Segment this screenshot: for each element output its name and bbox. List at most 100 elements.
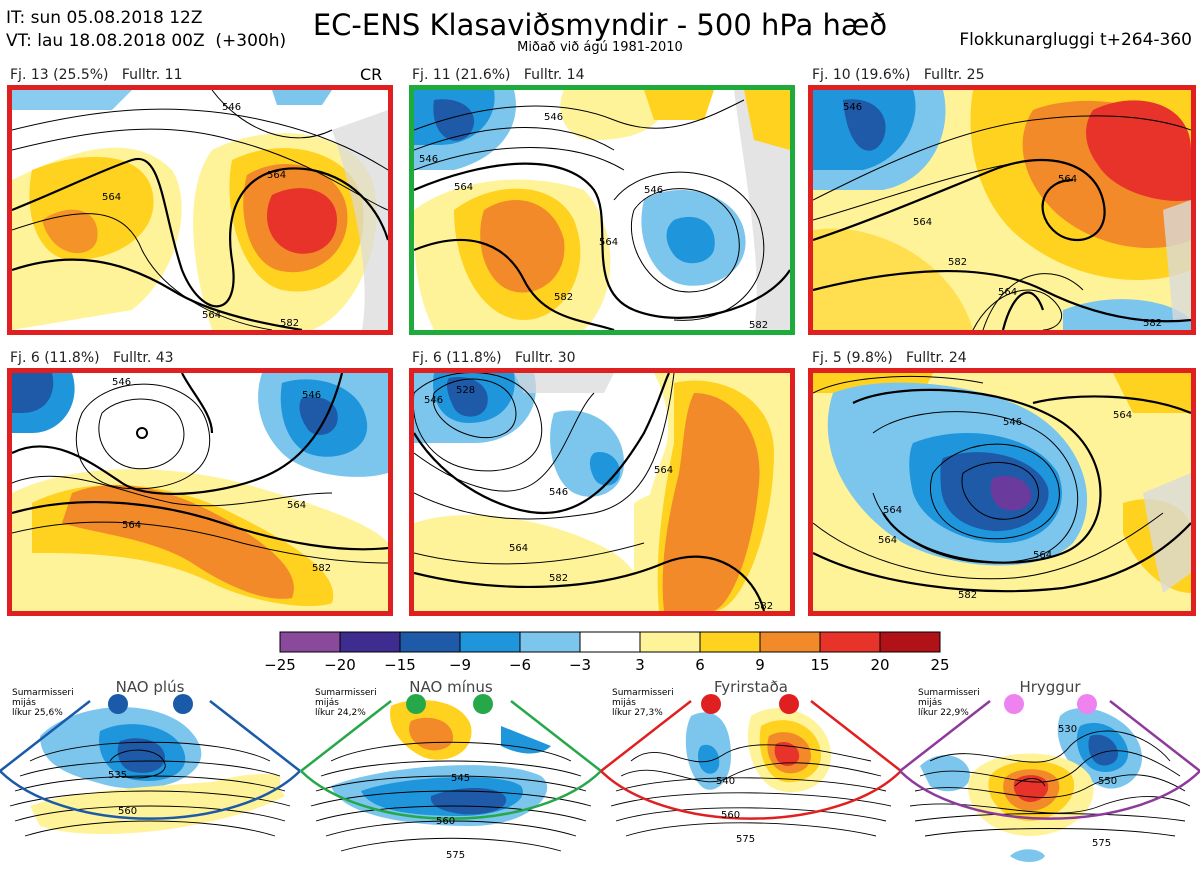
contour-label: 560	[436, 816, 455, 827]
contour-label: 575	[736, 834, 755, 845]
contour-label: 546	[222, 102, 241, 113]
cluster-map-3: 546 564 564 582 564 582	[808, 85, 1196, 335]
contour-label: 546	[544, 112, 563, 123]
colorbar-cell	[579, 631, 641, 653]
contour-label: 550	[1098, 776, 1117, 787]
contour-label: 545	[451, 773, 470, 784]
colorbar-tick-label: 25	[930, 656, 949, 674]
cr-label: CR	[360, 65, 383, 84]
contour-label: 564	[1113, 410, 1132, 421]
contour-label: 564	[654, 465, 673, 476]
regime-note: Sumarmisseri mijás líkur 22,9%	[918, 688, 980, 718]
cluster-map-2: 546 546 564 546 564 582 582	[409, 85, 795, 335]
panel-label-4: Fj. 6 (11.8%) Fulltr. 43	[10, 350, 174, 366]
regime-title: Fyrirstaða	[714, 678, 788, 696]
panel-label-1: Fj. 13 (25.5%) Fulltr. 11	[10, 67, 183, 83]
contour-label: 546	[549, 487, 568, 498]
colorbar-cell	[279, 631, 341, 653]
contour-label: 582	[1143, 318, 1162, 329]
contour-label: 528	[456, 385, 475, 396]
colorbar-tick-label: −3	[569, 656, 591, 674]
contour-label: 564	[878, 535, 897, 546]
contour-label: 546	[424, 395, 443, 406]
classification-window: Flokkunargluggi t+264-360	[959, 30, 1192, 50]
contour-label: 575	[446, 850, 465, 861]
panel-label-2: Fj. 11 (21.6%) Fulltr. 14	[412, 67, 585, 83]
colorbar-cell	[879, 631, 941, 653]
contour-label: 564	[913, 217, 932, 228]
regime-title: NAO mínus	[409, 678, 493, 696]
colorbar-cell	[699, 631, 761, 653]
panel-label-6: Fj. 5 (9.8%) Fulltr. 24	[812, 350, 967, 366]
colorbar-cell	[759, 631, 821, 653]
contour-label: 546	[112, 377, 131, 388]
contour-label: 560	[118, 806, 137, 817]
colorbar-tick-label: 3	[635, 656, 645, 674]
regime-note: Sumarmisseri mijás líkur 25,6%	[12, 688, 74, 718]
cluster-map-1: 546 564 564 564 582	[7, 85, 393, 335]
colorbar-tick-label: 15	[810, 656, 829, 674]
colorbar-cell	[399, 631, 461, 653]
cluster-map-6: 564 546 564 564 564 582	[808, 368, 1196, 616]
colorbar-cell	[519, 631, 581, 653]
panel-label-3: Fj. 10 (19.6%) Fulltr. 25	[812, 67, 985, 83]
colorbar-tick-label: −9	[449, 656, 471, 674]
contour-label: 582	[749, 320, 768, 330]
issue-time: IT: sun 05.08.2018 12Z	[6, 8, 203, 28]
regime-title: NAO plús	[116, 678, 185, 696]
colorbar: −25 −20 −15 −9 −6 −3 3 6 9 15 20 25	[264, 631, 950, 674]
contour-label: 564	[1058, 174, 1077, 185]
contour-label: 582	[754, 601, 773, 611]
contour-label: 582	[554, 292, 573, 303]
regime-title: Hryggur	[1019, 678, 1081, 696]
colorbar-tick-label: −20	[324, 656, 356, 674]
contour-label: 546	[843, 102, 862, 113]
regime-note: Sumarmisseri mijás líkur 27,3%	[612, 688, 674, 718]
contour-label: 582	[958, 590, 977, 601]
contour-label: 560	[721, 810, 740, 821]
contour-label: 564	[998, 287, 1017, 298]
contour-label: 540	[716, 776, 735, 787]
contour-label: 546	[644, 185, 663, 196]
panel-label-5: Fj. 6 (11.8%) Fulltr. 30	[412, 350, 576, 366]
colorbar-cell	[339, 631, 401, 653]
contour-label: 546	[419, 154, 438, 165]
regime-blocking: Fyrirstaða 540 560 575	[600, 676, 902, 871]
colorbar-cell	[819, 631, 881, 653]
contour-label: 564	[102, 192, 121, 203]
contour-label: 564	[122, 520, 141, 531]
colorbar-tick-label: 20	[870, 656, 889, 674]
contour-label: 564	[599, 237, 618, 248]
colorbar-tick-label: 9	[755, 656, 765, 674]
contour-label: 564	[287, 500, 306, 511]
contour-label: 564	[202, 310, 221, 321]
contour-label: 582	[948, 257, 967, 268]
contour-label: 530	[1058, 724, 1077, 735]
contour-label: 582	[280, 318, 299, 329]
regime-ridge: Hryggur 530 550 575	[899, 676, 1200, 871]
cluster-map-4: 546 546 564 564 582	[7, 368, 393, 616]
contour-label: 564	[883, 505, 902, 516]
colorbar-tick-label: −6	[509, 656, 531, 674]
contour-label: 546	[302, 390, 321, 401]
valid-time: VT: lau 18.08.2018 00Z (+300h)	[6, 31, 287, 51]
cluster-map-5: 528 546 546 564 564 582 582	[409, 368, 795, 616]
contour-label: 564	[509, 543, 528, 554]
regime-note: Sumarmisseri mijás líkur 24,2%	[315, 688, 377, 718]
contour-label: 564	[1033, 550, 1052, 561]
contour-label: 564	[454, 182, 473, 193]
colorbar-cell	[459, 631, 521, 653]
regime-nao-plus: NAO plús 535 560	[0, 676, 301, 871]
contour-label: 564	[267, 170, 286, 181]
contour-label: 582	[549, 573, 568, 584]
colorbar-tick-label: −15	[384, 656, 416, 674]
page-title: EC-ENS Klasaviðsmyndir - 500 hPa hæð	[312, 8, 888, 42]
colorbar-cell	[639, 631, 701, 653]
colorbar-tick-label: −25	[264, 656, 296, 674]
contour-label: 546	[1003, 417, 1022, 428]
contour-label: 535	[108, 770, 127, 781]
page-subtitle: Miðað við ágú 1981-2010	[517, 40, 683, 55]
contour-label: 582	[312, 563, 331, 574]
colorbar-tick-label: 6	[695, 656, 705, 674]
regime-nao-minus: NAO mínus 545 560 575	[300, 676, 602, 871]
